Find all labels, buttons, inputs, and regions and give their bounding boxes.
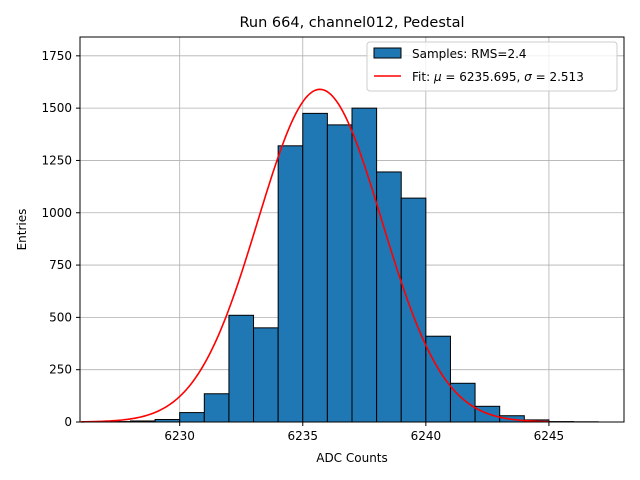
legend-fit-sigma-symbol: σ	[524, 70, 532, 84]
x-tick-label: 6245	[534, 429, 565, 443]
y-axis-ticks: 0 250 500 750 1000 1250 1500 1750	[41, 49, 80, 429]
y-tick-label: 1750	[41, 49, 72, 63]
x-tick-label: 6235	[287, 429, 318, 443]
histogram-bar	[277, 145, 304, 423]
legend-frame	[366, 41, 618, 92]
legend-histogram-swatch	[373, 47, 402, 59]
y-axis-label: Entries	[15, 209, 29, 251]
legend-histogram-label: Samples: RMS=2.4	[412, 47, 527, 61]
y-tick-label: 1500	[41, 101, 72, 115]
histogram-bar	[449, 382, 476, 423]
y-tick-label: 250	[49, 363, 72, 377]
histogram-bar	[376, 171, 402, 423]
legend-fit-label: Fit: μ = 6235.695, σ = 2.513	[412, 70, 584, 84]
legend-fit-mu: 6235.695	[459, 70, 516, 84]
y-tick-label: 500	[49, 310, 72, 324]
histogram-bar	[253, 327, 279, 423]
x-tick-label: 6240	[411, 429, 442, 443]
legend-fit-sigma: 2.513	[549, 70, 583, 84]
fit-curve	[81, 88, 549, 423]
y-tick-label: 1250	[41, 153, 72, 167]
x-tick-label: 6230	[164, 429, 195, 443]
histogram-bar	[351, 107, 378, 423]
x-axis-label: ADC Counts	[316, 451, 388, 465]
x-axis-ticks: 6230 6235 6240 6245	[164, 422, 564, 443]
chart-title: Run 664, channel012, Pedestal	[239, 15, 464, 31]
plot-frame	[79, 36, 625, 423]
histogram-bar	[203, 393, 230, 423]
histogram-bar	[179, 412, 205, 423]
legend-fit-prefix: Fit:	[412, 70, 434, 84]
histogram-bar	[425, 335, 451, 423]
y-tick-label: 0	[64, 415, 72, 429]
legend-fit-mu-symbol: μ	[433, 70, 442, 84]
histogram-bar	[400, 197, 427, 423]
y-tick-label: 1000	[41, 206, 72, 220]
histogram-bar	[302, 112, 328, 423]
histogram-bars	[105, 107, 599, 423]
histogram-bar	[228, 314, 255, 423]
legend: Samples: RMS=2.4 Fit: μ = 6235.695, σ = …	[366, 41, 618, 92]
histogram-bar	[326, 124, 353, 423]
y-tick-label: 750	[49, 258, 72, 272]
